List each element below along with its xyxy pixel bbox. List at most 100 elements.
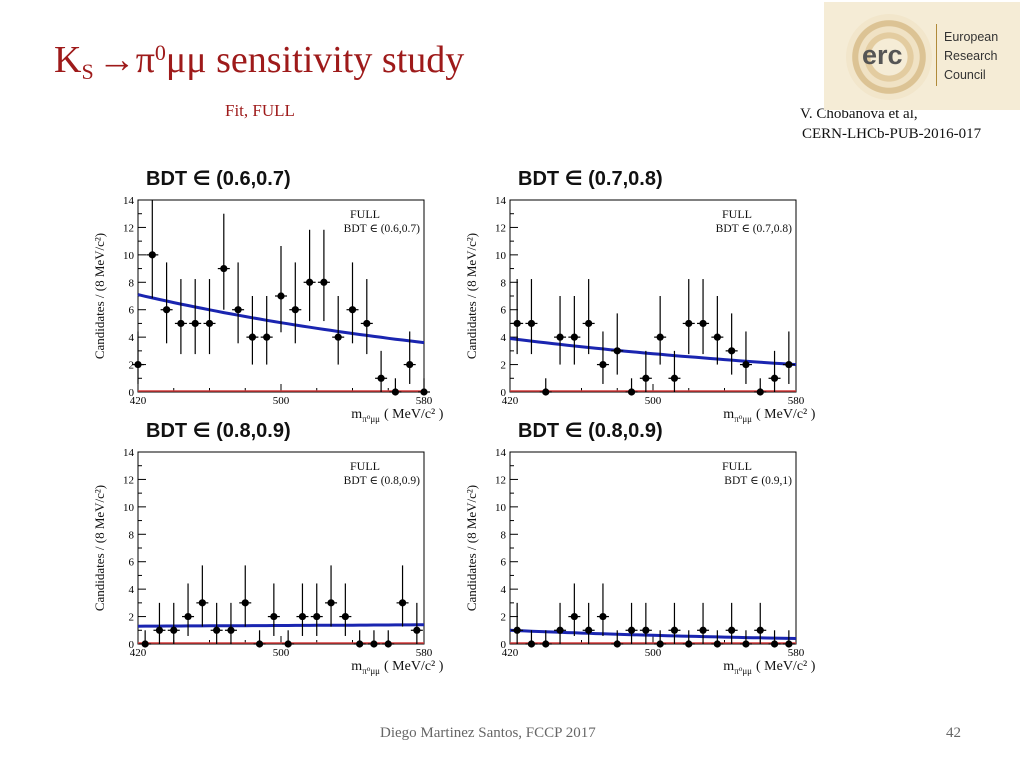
data-marker: [642, 626, 650, 634]
data-marker: [613, 347, 621, 355]
y-tick-label: 8: [129, 277, 135, 289]
data-point: [711, 630, 724, 648]
data-marker: [742, 360, 750, 369]
data-point: [353, 630, 366, 648]
data-marker: [570, 333, 578, 341]
y-axis-label: Candidates / (8 MeV/c²): [464, 233, 479, 359]
data-point: [246, 296, 259, 365]
data-point: [582, 279, 595, 355]
data-point: [396, 565, 409, 627]
data-point: [282, 630, 295, 648]
y-tick-label: 12: [495, 222, 506, 234]
data-point: [596, 583, 609, 636]
data-marker: [627, 388, 636, 396]
data-marker: [384, 640, 392, 648]
y-axis-label: Candidates / (8 MeV/c²): [464, 485, 479, 611]
data-point: [725, 313, 738, 375]
data-point: [754, 602, 767, 644]
fit-curve: [509, 337, 797, 367]
data-point: [596, 331, 609, 384]
y-tick-label: 2: [129, 612, 135, 624]
y-tick-label: 8: [501, 277, 507, 289]
data-marker: [270, 612, 278, 621]
data-point: [289, 262, 302, 344]
data-marker: [377, 374, 385, 382]
data-marker: [713, 333, 721, 341]
data-point: [217, 213, 230, 310]
data-marker: [670, 626, 679, 634]
legend-line-2: BDT ∈ (0.9,1): [724, 475, 792, 487]
x-axis-label: mπ⁰μμ: [723, 407, 752, 424]
data-point: [682, 630, 695, 648]
data-point: [568, 296, 581, 365]
data-marker: [785, 640, 793, 648]
chart-title: BDT ∈ (0.8,0.9): [146, 420, 291, 442]
data-marker: [742, 640, 750, 648]
data-marker: [398, 599, 407, 607]
data-marker: [313, 612, 321, 621]
data-point: [725, 602, 738, 644]
y-tick-label: 12: [123, 222, 134, 234]
y-tick-label: 10: [495, 250, 507, 262]
data-point: [182, 583, 195, 636]
fit-curve: [137, 623, 424, 628]
data-marker: [170, 626, 178, 634]
bdt-plot-panel-2: BDT ∈ (0.7,0.8) 0 2 4 6 8 10 12 14 420 500 580 mπ⁰μμ…: [458, 160, 858, 430]
data-marker: [513, 626, 521, 634]
data-point: [174, 279, 187, 355]
data-marker: [191, 319, 199, 328]
data-point: [525, 630, 538, 648]
data-marker: [585, 626, 593, 634]
data-point: [668, 602, 681, 644]
legend-line-1: FULL: [722, 459, 752, 473]
data-point: [367, 630, 380, 648]
y-tick-label: 4: [501, 332, 507, 344]
data-point: [511, 279, 524, 355]
data-marker: [291, 306, 299, 314]
legend-line-2: BDT ∈ (0.6,0.7): [344, 223, 421, 235]
erc-logo-name: European Research Council: [944, 28, 998, 85]
x-axis-label: mπ⁰μμ: [723, 659, 752, 676]
data-marker: [155, 626, 164, 634]
data-point: [554, 602, 567, 644]
bdt-plot-panel-4: BDT ∈ (0.8,0.9) 0 2 4 6 8 10 12 14 420 500 580 mπ⁰μμ…: [458, 412, 858, 682]
y-axis-label: Candidates / (8 MeV/c²): [92, 485, 107, 611]
x-tick-label: 420: [130, 395, 147, 407]
data-marker: [770, 374, 779, 382]
data-point: [132, 331, 144, 384]
y-tick-label: 14: [495, 195, 507, 207]
y-tick-label: 6: [501, 557, 507, 569]
data-marker: [334, 333, 342, 341]
data-marker: [642, 374, 650, 382]
y-axis-label: Candidates / (8 MeV/c²): [92, 233, 107, 359]
data-point: [768, 630, 781, 648]
data-marker: [298, 612, 307, 621]
data-point: [325, 565, 338, 627]
data-marker: [277, 292, 285, 300]
data-marker: [556, 626, 564, 634]
legend-line-2: BDT ∈ (0.8,0.9): [344, 475, 421, 487]
y-tick-label: 6: [501, 305, 507, 317]
data-marker: [213, 626, 221, 634]
data-point: [754, 378, 767, 396]
data-point: [625, 378, 638, 396]
data-marker: [227, 626, 235, 634]
data-marker: [570, 612, 578, 621]
data-point: [625, 602, 638, 644]
data-marker: [391, 388, 399, 396]
data-point: [668, 350, 681, 392]
legend-line-1: FULL: [350, 459, 380, 473]
data-marker: [756, 626, 764, 634]
data-point: [332, 296, 345, 365]
data-point: [654, 630, 667, 648]
y-tick-label: 0: [129, 387, 135, 399]
data-marker: [234, 306, 242, 314]
x-tick-label: 500: [645, 647, 662, 659]
data-marker: [320, 278, 328, 286]
data-point: [682, 279, 695, 355]
data-marker: [163, 306, 171, 314]
data-marker: [585, 319, 593, 328]
data-marker: [141, 640, 149, 648]
data-point: [196, 565, 209, 627]
chart-title: BDT ∈ (0.7,0.8): [518, 168, 663, 190]
